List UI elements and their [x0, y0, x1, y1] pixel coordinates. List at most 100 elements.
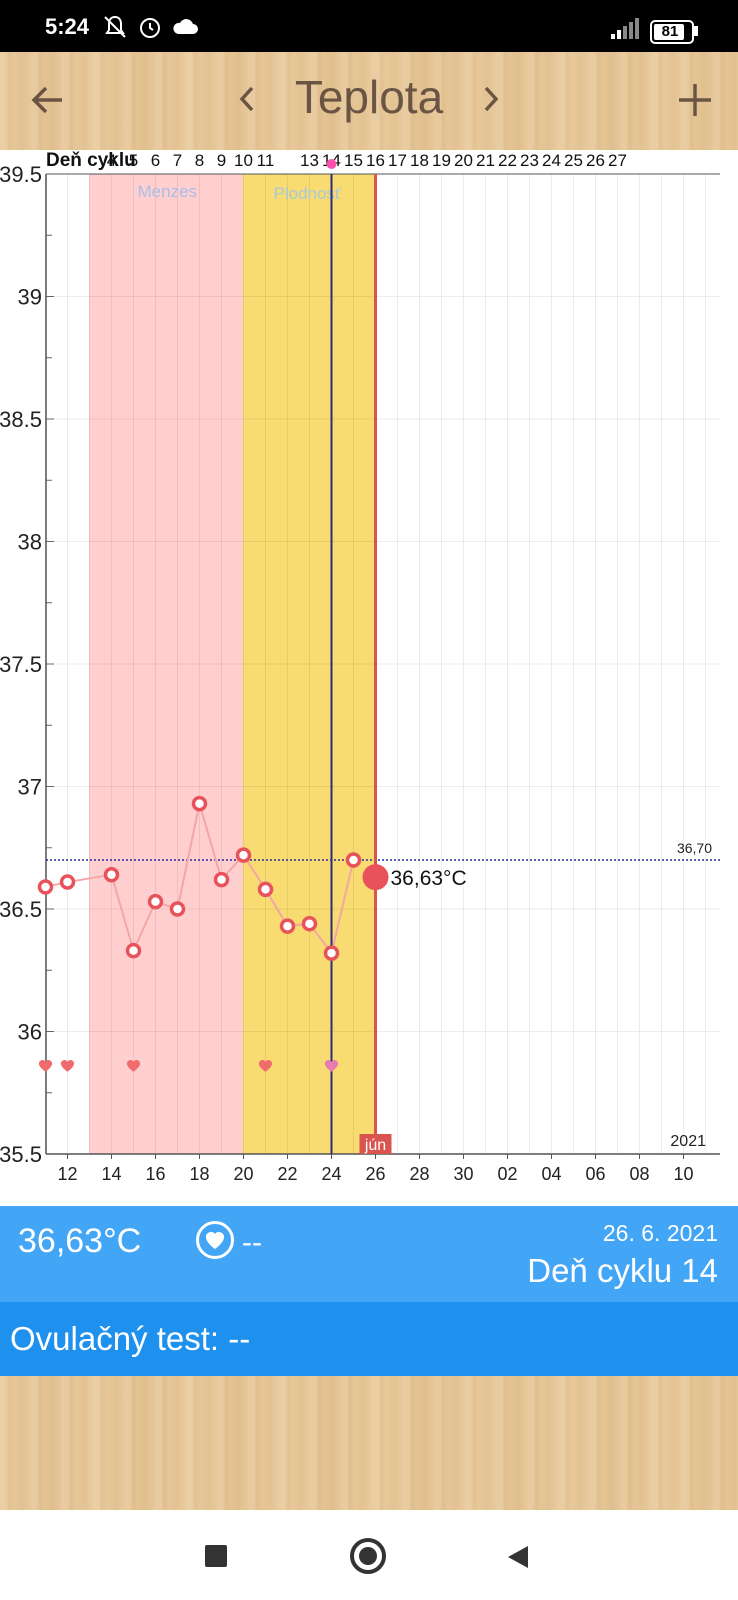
cycle-day-label: 20: [454, 151, 473, 170]
cycle-day-label: 11: [257, 151, 275, 170]
band-fertility: [243, 174, 376, 1154]
x-tick-label: 06: [585, 1164, 605, 1184]
x-tick-label: 04: [541, 1164, 561, 1184]
temperature-point[interactable]: [323, 945, 340, 961]
status-bar: 5:24 81: [0, 0, 738, 52]
cycle-day-label: 19: [432, 151, 451, 170]
cycle-day-label: 5: [129, 151, 138, 170]
info-panel: 36,63°C -- 26. 6. 2021 Deň cyklu 14: [0, 1206, 738, 1302]
cycle-day-label: 4: [107, 151, 116, 170]
x-tick-label: 30: [453, 1164, 473, 1184]
heart-icon: [126, 1060, 141, 1072]
temperature-point[interactable]: [59, 874, 76, 890]
temperature-point[interactable]: [345, 852, 362, 868]
plus-icon[interactable]: [675, 80, 715, 120]
ovulation-test-row[interactable]: Ovulačný test: --: [0, 1302, 738, 1376]
cycle-day-label: 27: [608, 151, 627, 170]
cycle-day-label: 6: [151, 151, 160, 170]
temperature-point[interactable]: [37, 879, 54, 895]
current-temperature-label: 36,63°C: [391, 867, 467, 890]
y-tick-label: 35.5: [0, 1142, 42, 1167]
month-badge: [359, 1134, 392, 1154]
heart-icon: [60, 1060, 75, 1072]
x-tick-label: 12: [57, 1164, 77, 1184]
x-tick-label: 24: [321, 1164, 341, 1184]
temperature-point[interactable]: [235, 847, 252, 863]
temperature-point[interactable]: [301, 915, 318, 932]
signal-icon: [611, 18, 639, 39]
y-tick-label: 39.5: [0, 162, 42, 187]
app-bar: Teplota: [0, 52, 738, 150]
temperature-point[interactable]: [147, 893, 164, 910]
y-tick-label: 36: [18, 1020, 42, 1045]
band-label-menses: Menzes: [138, 182, 198, 201]
y-tick-label: 39: [18, 285, 42, 310]
temperature-point[interactable]: [191, 795, 208, 812]
x-tick-label: 16: [145, 1164, 165, 1184]
month-label: jún: [364, 1137, 386, 1154]
y-tick-label: 37.5: [0, 652, 42, 677]
battery-level: 81: [661, 23, 679, 40]
cycle-day-label: 22: [498, 151, 517, 170]
x-tick-label: 28: [409, 1164, 429, 1184]
recents-button[interactable]: [205, 1545, 227, 1567]
cycle-day-label: 10: [234, 151, 253, 170]
cycle-day-label: 16: [366, 151, 385, 170]
x-tick-label: 22: [277, 1164, 297, 1184]
y-tick-label: 38: [18, 530, 42, 555]
cycle-day-label: 25: [564, 151, 583, 170]
band-label-fertility: Plodnosť: [274, 184, 342, 203]
arrow-left-icon[interactable]: [28, 80, 68, 120]
x-tick-label: 20: [233, 1164, 253, 1184]
temperature-point[interactable]: [125, 942, 142, 959]
page-title: Teplota: [294, 71, 444, 123]
temperature-point[interactable]: [213, 871, 230, 888]
mute-bell-icon: [104, 15, 126, 38]
y-tick-label: 36.5: [0, 897, 42, 922]
ovulation-test-label: Ovulačný test: --: [10, 1320, 251, 1357]
cloud-icon: [173, 19, 198, 34]
ovulation-dot-icon: [326, 159, 337, 169]
heart-icon: [324, 1060, 339, 1072]
year-label: 2021: [670, 1133, 706, 1150]
baseline-label: 36,70: [677, 840, 712, 856]
heart-icon: [38, 1060, 53, 1072]
current-temperature-point[interactable]: [362, 864, 389, 891]
cycle-day-label: 26: [586, 151, 605, 170]
x-tick-label: 10: [673, 1164, 693, 1184]
y-tick-label: 38.5: [0, 407, 42, 432]
y-tick-label: 37: [18, 775, 42, 800]
home-button[interactable]: [350, 1538, 386, 1574]
back-button[interactable]: [505, 1544, 531, 1570]
cycle-day-label: 23: [520, 151, 539, 170]
x-tick-label: 18: [189, 1164, 209, 1184]
temperature-point[interactable]: [257, 881, 274, 898]
temperature-point[interactable]: [169, 901, 186, 917]
x-tick-label: 02: [497, 1164, 517, 1184]
chevron-right-icon[interactable]: [480, 84, 502, 114]
x-tick-label: 08: [629, 1164, 649, 1184]
band-menses: [89, 174, 244, 1154]
cycle-day-label: 13: [300, 151, 319, 170]
chevron-left-icon[interactable]: [236, 84, 258, 114]
x-tick-label: 14: [101, 1164, 121, 1184]
x-tick-label: 26: [365, 1164, 385, 1184]
cycle-day-title: Deň cyklu: [46, 150, 136, 171]
cycle-day-label: 7: [173, 151, 182, 170]
cycle-day-label: 24: [542, 151, 561, 170]
navigation-bar: [0, 1510, 738, 1600]
current-temperature: 36,63°C: [18, 1222, 142, 1260]
battery-icon: 81: [650, 20, 694, 44]
sex-value: --: [242, 1226, 262, 1259]
alarm-clock-icon: [140, 18, 160, 38]
cycle-day-label: 9: [217, 151, 226, 170]
heart-icon: [258, 1060, 273, 1072]
temperature-point[interactable]: [103, 866, 120, 883]
cycle-day-label: 15: [344, 151, 363, 170]
temperature-chart[interactable]: 39.5 39 38.5 38 37.5 37 36.5 36 35.5 Menzes Plodno…: [0, 150, 738, 1210]
wood-panel: [0, 1376, 738, 1510]
status-time: 5:24: [45, 14, 90, 39]
cycle-day-label: 18: [410, 151, 429, 170]
temperature-point[interactable]: [279, 918, 296, 934]
heart-icon[interactable]: [196, 1221, 234, 1259]
